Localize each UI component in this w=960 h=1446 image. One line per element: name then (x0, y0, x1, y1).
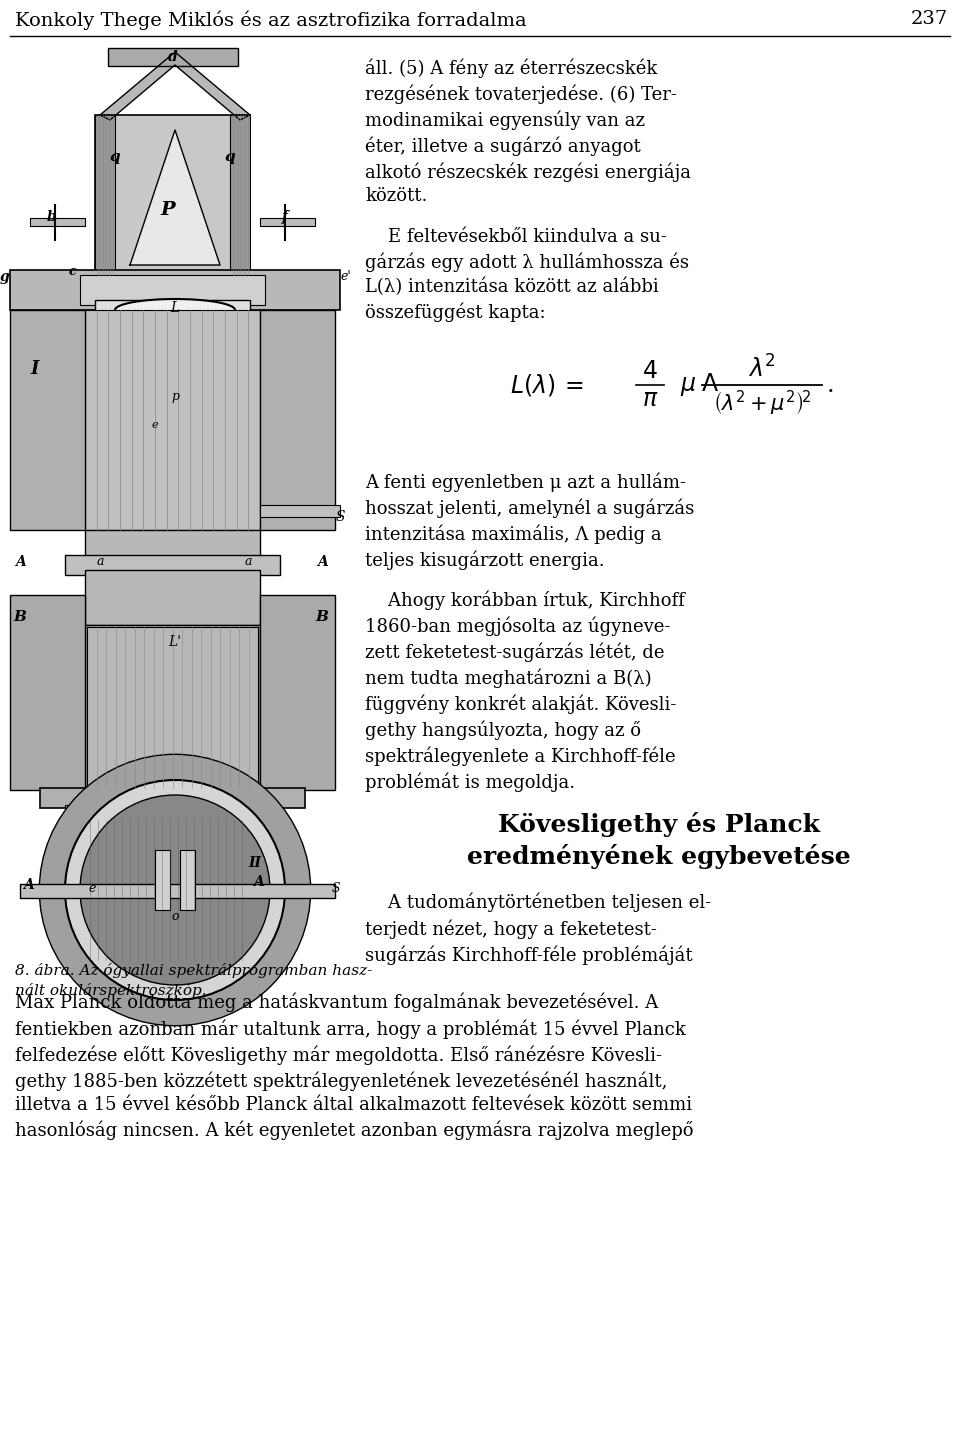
Text: B: B (316, 610, 328, 625)
Text: Konkoly Thege Miklós és az asztrofizika forradalma: Konkoly Thege Miklós és az asztrofizika … (15, 10, 527, 29)
Text: Max Planck oldotta meg a hatáskvantum fogalmának bevezetésével. A
fentiekben azo: Max Planck oldotta meg a hatáskvantum fo… (15, 993, 693, 1141)
Text: A tudománytörténetben teljesen el-
terjedt nézet, hogy a feketetest-
sugárzás Ki: A tudománytörténetben teljesen el- terje… (365, 894, 711, 964)
Bar (95, 116, 250, 275)
Bar (85, 625, 260, 790)
Bar (85, 531, 260, 560)
Bar (40, 788, 305, 808)
Bar (10, 594, 85, 790)
Text: A: A (252, 875, 263, 889)
Text: q: q (225, 150, 235, 163)
Bar (95, 116, 115, 275)
Text: 8. ábra. Az ógyallai spektrálprogramban hasz-
nált okulárspektroszkóp.: 8. ábra. Az ógyallai spektrálprogramban … (15, 963, 372, 998)
Text: A: A (317, 555, 327, 568)
Text: a: a (244, 555, 252, 568)
Bar (20, 884, 335, 898)
Polygon shape (130, 130, 220, 265)
Text: e: e (88, 882, 96, 895)
Text: II: II (249, 856, 261, 870)
Text: $L(\lambda)\, =$: $L(\lambda)\, =$ (510, 372, 584, 398)
Bar (260, 594, 335, 790)
Text: L: L (170, 301, 180, 315)
Text: A fenti egyenletben μ azt a hullám-
hosszat jelenti, amelynél a sugárzás
intenzi: A fenti egyenletben μ azt a hullám- hoss… (365, 471, 694, 570)
Text: Ahogy korábban írtuk, Kirchhoff
1860-ban megjósolta az úgyneve-
zett feketetest-: Ahogy korábban írtuk, Kirchhoff 1860-ban… (365, 590, 684, 791)
Text: P: P (160, 201, 176, 218)
Text: .: . (827, 373, 834, 396)
Text: c: c (68, 265, 76, 278)
Text: g: g (0, 270, 10, 283)
Text: q: q (109, 150, 120, 163)
Bar (260, 218, 315, 226)
Bar (85, 309, 260, 531)
Bar (108, 48, 238, 67)
Bar (65, 805, 280, 817)
Text: E feltevésekből kiindulva a su-
gárzás egy adott λ hullámhossza és
L(λ) intenzit: E feltevésekből kiindulva a su- gárzás e… (365, 228, 689, 322)
Bar (10, 270, 340, 309)
Text: 237: 237 (911, 10, 948, 27)
Text: d: d (168, 51, 178, 64)
Bar (85, 570, 260, 625)
Bar (10, 309, 85, 531)
Ellipse shape (115, 299, 235, 321)
Text: $\mu\;\Lambda$: $\mu\;\Lambda$ (680, 372, 720, 399)
Text: I: I (31, 360, 39, 377)
Bar (260, 309, 335, 531)
Text: Kövesligethy és Planck: Kövesligethy és Planck (497, 813, 820, 837)
Text: S: S (332, 882, 340, 895)
Circle shape (80, 795, 270, 985)
Text: áll. (5) A fény az éterrészecskék
rezgésének tovaterjedése. (6) Ter-
modinamikai: áll. (5) A fény az éterrészecskék rezgés… (365, 58, 691, 205)
Text: b: b (47, 210, 57, 224)
Bar (95, 299, 250, 335)
Polygon shape (100, 52, 250, 120)
Circle shape (40, 755, 310, 1025)
Text: L': L' (168, 635, 181, 649)
Text: B: B (13, 610, 27, 625)
Text: p: p (171, 390, 179, 403)
Text: eredményének egybevetése: eredményének egybevetése (467, 844, 851, 869)
Circle shape (65, 779, 285, 1001)
Text: $\left(\lambda^2+\mu^2\right)^{\!2}$: $\left(\lambda^2+\mu^2\right)^{\!2}$ (713, 389, 811, 418)
Text: e: e (152, 419, 158, 429)
Text: o: o (171, 910, 179, 923)
Bar (155, 850, 170, 910)
Wedge shape (40, 755, 310, 1025)
Text: A: A (23, 878, 34, 892)
Text: S: S (335, 510, 345, 523)
Bar (80, 275, 265, 305)
Text: $\pi$: $\pi$ (641, 388, 659, 411)
Text: f: f (282, 210, 288, 224)
Text: e': e' (340, 270, 350, 283)
Bar (87, 628, 258, 788)
Bar (180, 850, 195, 910)
Bar (230, 116, 250, 275)
Text: $4$: $4$ (642, 360, 658, 383)
Bar (30, 218, 85, 226)
Bar (65, 555, 280, 576)
Text: $\lambda^2$: $\lambda^2$ (748, 356, 776, 383)
Bar (260, 505, 340, 518)
Text: A: A (14, 555, 25, 568)
Text: a: a (96, 555, 104, 568)
